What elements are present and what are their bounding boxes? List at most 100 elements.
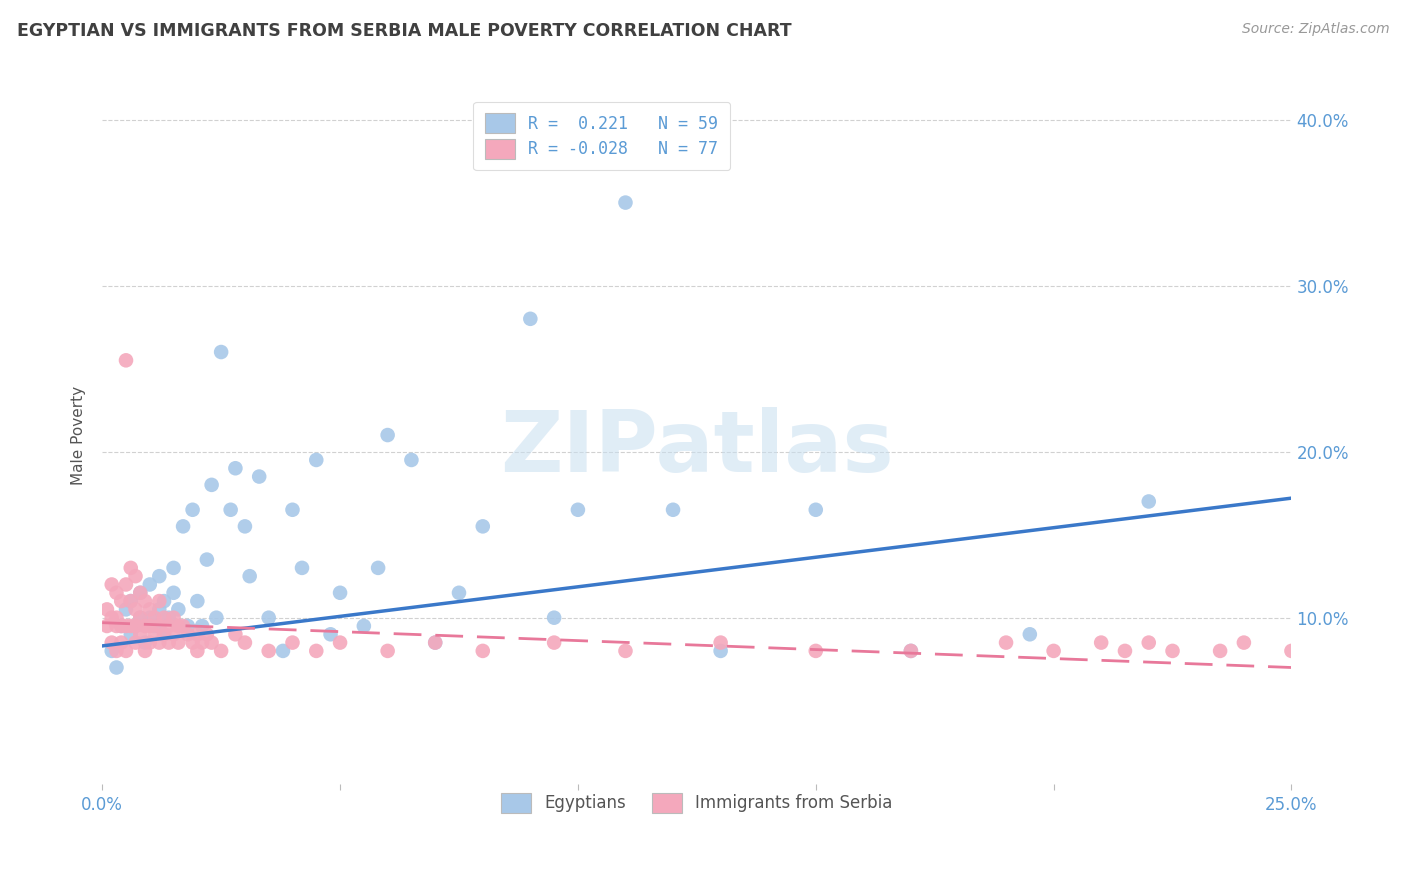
Point: [129, 627, 152, 641]
Point: [425, 635, 447, 649]
Text: ZIPatlas: ZIPatlas: [501, 408, 894, 491]
Point: [201, 478, 224, 492]
Point: [115, 602, 138, 616]
Point: [143, 619, 166, 633]
Point: [143, 610, 166, 624]
Point: [148, 635, 170, 649]
Point: [614, 195, 637, 210]
Point: [162, 610, 184, 624]
Point: [129, 610, 152, 624]
Point: [134, 619, 156, 633]
Point: [120, 561, 142, 575]
Point: [305, 644, 328, 658]
Point: [900, 644, 922, 658]
Point: [96, 619, 118, 633]
Point: [209, 345, 232, 359]
Point: [201, 635, 224, 649]
Point: [157, 635, 180, 649]
Point: [134, 635, 156, 649]
Point: [224, 627, 246, 641]
Point: [105, 644, 128, 658]
Point: [110, 619, 132, 633]
Point: [139, 602, 162, 616]
Point: [153, 627, 176, 641]
Point: [148, 619, 170, 633]
Point: [662, 502, 685, 516]
Point: [129, 586, 152, 600]
Point: [153, 594, 176, 608]
Point: [543, 635, 565, 649]
Point: [157, 619, 180, 633]
Point: [257, 610, 280, 624]
Point: [115, 353, 138, 368]
Point: [614, 644, 637, 658]
Point: [172, 619, 194, 633]
Point: [543, 610, 565, 624]
Point: [162, 627, 184, 641]
Point: [115, 577, 138, 591]
Point: [110, 594, 132, 608]
Point: [129, 610, 152, 624]
Point: [191, 635, 214, 649]
Point: [181, 635, 204, 649]
Point: [1281, 644, 1303, 658]
Point: [233, 519, 256, 533]
Point: [900, 644, 922, 658]
Point: [139, 577, 162, 591]
Point: [148, 602, 170, 616]
Point: [710, 644, 733, 658]
Point: [257, 644, 280, 658]
Point: [120, 619, 142, 633]
Point: [115, 619, 138, 633]
Point: [329, 586, 352, 600]
Point: [219, 502, 242, 516]
Point: [139, 635, 162, 649]
Point: [167, 635, 190, 649]
Point: [153, 627, 176, 641]
Point: [167, 619, 190, 633]
Point: [1114, 644, 1136, 658]
Point: [167, 602, 190, 616]
Point: [305, 453, 328, 467]
Point: [129, 586, 152, 600]
Legend: Egyptians, Immigrants from Serbia: Egyptians, Immigrants from Serbia: [489, 781, 904, 824]
Point: [120, 627, 142, 641]
Point: [209, 644, 232, 658]
Point: [329, 635, 352, 649]
Point: [124, 619, 146, 633]
Point: [281, 502, 304, 516]
Point: [96, 602, 118, 616]
Point: [447, 586, 470, 600]
Point: [100, 610, 122, 624]
Point: [124, 602, 146, 616]
Point: [100, 644, 122, 658]
Point: [186, 594, 208, 608]
Point: [195, 627, 218, 641]
Point: [291, 561, 314, 575]
Point: [804, 502, 827, 516]
Point: [139, 610, 162, 624]
Point: [105, 619, 128, 633]
Point: [271, 644, 294, 658]
Point: [110, 635, 132, 649]
Point: [519, 311, 541, 326]
Point: [1137, 494, 1160, 508]
Point: [205, 610, 228, 624]
Y-axis label: Male Poverty: Male Poverty: [72, 385, 86, 484]
Point: [1090, 635, 1112, 649]
Point: [172, 519, 194, 533]
Point: [195, 552, 218, 566]
Point: [239, 569, 262, 583]
Point: [1018, 627, 1040, 641]
Point: [148, 594, 170, 608]
Point: [100, 635, 122, 649]
Point: [377, 644, 399, 658]
Point: [353, 619, 375, 633]
Point: [186, 627, 208, 641]
Point: [1209, 644, 1232, 658]
Point: [177, 619, 200, 633]
Point: [139, 619, 162, 633]
Point: [425, 635, 447, 649]
Point: [281, 635, 304, 649]
Point: [181, 502, 204, 516]
